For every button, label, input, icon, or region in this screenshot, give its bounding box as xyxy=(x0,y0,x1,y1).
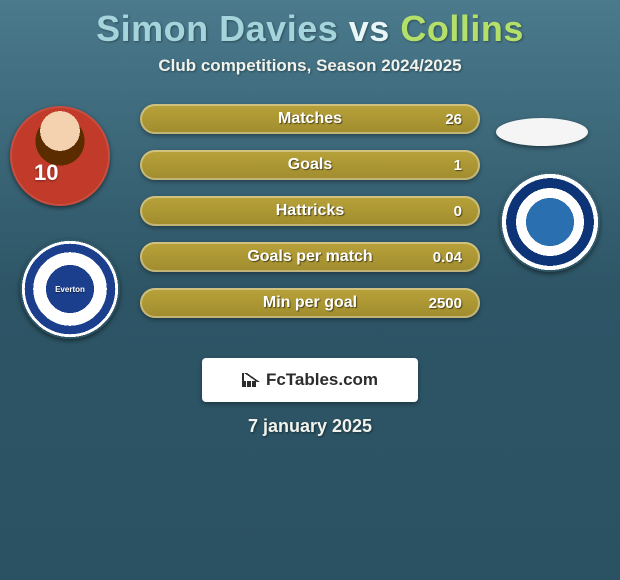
stat-bar-matches: Matches 26 xyxy=(140,104,480,134)
bar-chart-icon xyxy=(242,373,260,387)
stat-label: Min per goal xyxy=(158,294,462,312)
brand-badge: FcTables.com xyxy=(202,358,418,402)
footer-date: 7 january 2025 xyxy=(0,416,620,437)
player1-name: Simon Davies xyxy=(96,8,338,49)
stats-bars: Matches 26 Goals 1 Hattricks 0 Goals per… xyxy=(140,104,480,334)
stat-label: Matches xyxy=(158,110,462,128)
stat-value: 2500 xyxy=(429,295,462,312)
stat-value: 0 xyxy=(454,203,462,220)
player2-name: Collins xyxy=(400,8,524,49)
stat-bar-goals: Goals 1 xyxy=(140,150,480,180)
subtitle: Club competitions, Season 2024/2025 xyxy=(0,56,620,76)
page-title: Simon Davies vs Collins xyxy=(0,0,620,50)
brand-text: FcTables.com xyxy=(266,370,378,390)
stat-label: Goals per match xyxy=(158,248,462,266)
player1-club-crest: Everton xyxy=(20,239,120,339)
stat-bar-goals-per-match: Goals per match 0.04 xyxy=(140,242,480,272)
player1-club-label: Everton xyxy=(55,285,85,294)
stat-label: Goals xyxy=(158,156,462,174)
stat-bar-hattricks: Hattricks 0 xyxy=(140,196,480,226)
comparison-stage: Everton Matches 26 Goals 1 Hattricks 0 G… xyxy=(0,94,620,354)
player2-avatar xyxy=(496,118,588,146)
stat-value: 0.04 xyxy=(433,249,462,266)
player2-club-crest xyxy=(500,172,600,272)
vs-text: vs xyxy=(349,8,390,49)
stat-label: Hattricks xyxy=(158,202,462,220)
stat-value: 26 xyxy=(445,111,462,128)
stat-value: 1 xyxy=(454,157,462,174)
player1-avatar xyxy=(10,106,110,206)
stat-bar-min-per-goal: Min per goal 2500 xyxy=(140,288,480,318)
